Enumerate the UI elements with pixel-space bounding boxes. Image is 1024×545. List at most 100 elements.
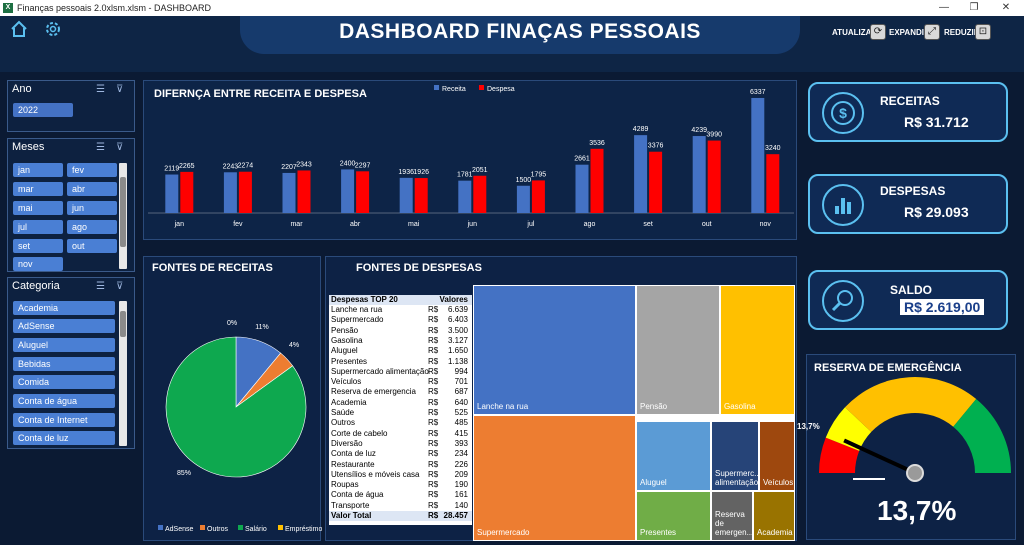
slicer-item-conta-internet[interactable]: Conta de Internet [13, 413, 115, 427]
treemap-label: Supermerc... alimentação [715, 469, 761, 487]
treemap-cell: Aluguel [636, 421, 711, 491]
expand-icon[interactable]: ⤢ [924, 24, 940, 40]
cell-currency: R$ [428, 346, 439, 356]
clear-filter-icon[interactable]: ⊽ [116, 281, 124, 292]
kpi-receitas-value: R$ 31.712 [904, 114, 969, 130]
slicer-item-jan[interactable]: jan [13, 163, 63, 177]
cell-label: Pensão [331, 325, 359, 335]
kpi-saldo-label: SALDO [890, 283, 932, 297]
pie-chart: FONTES DE RECEITAS 11% 4% 85% 0% AdSense Outro… [152, 262, 322, 533]
treemap-cell: Pensão [636, 285, 720, 415]
slicer-item-fev[interactable]: fev [67, 163, 117, 177]
pie-data-label: 11% [255, 324, 269, 331]
treemap-label: Supermercado [477, 528, 530, 537]
x-tick-label: jun [467, 221, 477, 228]
home-icon[interactable] [10, 20, 28, 38]
minimize-button[interactable]: — [939, 2, 949, 13]
x-tick-label: jan [174, 221, 184, 228]
clear-filter-icon[interactable]: ⊽ [116, 142, 124, 153]
slicer-scrollbar[interactable] [119, 301, 127, 446]
cell-label: Roupas [331, 480, 359, 490]
expenses-panel: FONTES DE DESPESAS Despesas TOP 20 Valore… [325, 256, 797, 541]
treemap-cell: Lanche na rua [473, 285, 636, 415]
multi-select-icon[interactable]: ☰ [96, 84, 105, 95]
slicer-item-bebidas[interactable]: Bebidas [13, 357, 115, 371]
cell-value: 6.403 [447, 315, 468, 325]
slicer-item-2022[interactable]: 2022 [13, 103, 73, 117]
slicer-item-jul[interactable]: jul [13, 220, 63, 234]
cell-value: 3.500 [447, 325, 468, 335]
cell-currency: R$ [428, 397, 439, 407]
pie-data-label: 85% [177, 470, 191, 477]
bar-receita-out [692, 136, 706, 213]
table-row: Lanche na rua R$ 6.639 [329, 305, 472, 315]
restore-button[interactable]: ❐ [969, 2, 979, 13]
slicer-item-jun[interactable]: jun [67, 201, 117, 215]
gauge-segment [825, 407, 872, 451]
cell-currency: R$ [428, 469, 439, 479]
slicer-item-aluguel[interactable]: Aluguel [13, 338, 115, 352]
slicer-item-academia[interactable]: Academia [13, 301, 115, 315]
treemap-label: Veículos [763, 478, 794, 487]
treemap-label: Presentes [640, 528, 677, 537]
x-tick-label: mar [290, 221, 303, 228]
legend-swatch-receita [434, 85, 439, 90]
cell-label: Restaurante [331, 459, 375, 469]
gauge-segment [953, 399, 1011, 473]
scrollbar-thumb[interactable] [120, 311, 126, 337]
table-row: Supermercado alimentação R$ 994 [329, 367, 472, 377]
cell-label: Supermercado [331, 315, 384, 325]
close-button[interactable]: ✕ [1001, 2, 1011, 13]
bar-chart-icon [822, 184, 864, 226]
clear-filter-icon[interactable]: ⊽ [116, 84, 124, 95]
cell-value: 701 [454, 377, 468, 387]
cell-value: Valores [439, 295, 468, 304]
slicer-scrollbar[interactable] [119, 163, 127, 269]
legend-swatch-empréstimo [278, 525, 283, 530]
kpi-saldo-value: R$ 2.619,00 [900, 299, 985, 315]
x-tick-label: mai [408, 221, 420, 228]
bar-despesa-mai [414, 178, 428, 213]
cell-currency: R$ [428, 428, 439, 438]
bar-value-label: 2207 [281, 164, 297, 171]
reduce-icon[interactable]: ⊡ [975, 24, 991, 40]
kpi-despesas-value: R$ 29.093 [904, 204, 969, 220]
table-row: Presentes R$ 1.138 [329, 357, 472, 367]
settings-gear-icon[interactable] [44, 20, 62, 38]
refresh-icon[interactable]: ⟳ [870, 24, 886, 40]
bar-value-label: 2051 [472, 167, 488, 174]
slicer-item-ago[interactable]: ago [67, 220, 117, 234]
scrollbar-thumb[interactable] [120, 177, 126, 247]
expandir-label: EXPANDIR [889, 28, 930, 37]
table-row: Pensão R$ 3.500 [329, 326, 472, 336]
slicer-item-nov[interactable]: nov [13, 257, 63, 271]
cell-label: Gasolina [331, 335, 363, 345]
slicer-item-comida[interactable]: Comida [13, 375, 115, 389]
slicer-item-out[interactable]: out [67, 239, 117, 253]
gauge-needle-label: 13,7% [797, 422, 820, 431]
cell-value: 3.127 [447, 335, 468, 345]
cell-value: 28.457 [443, 511, 468, 520]
slicer-item-conta-agua[interactable]: Conta de água [13, 394, 115, 408]
cell-value: 234 [454, 449, 468, 459]
x-tick-label: nov [760, 221, 772, 228]
window-title: Finanças pessoais 2.0xlsm.xlsm - DASHBOA… [17, 3, 212, 13]
multi-select-icon[interactable]: ☰ [96, 142, 105, 153]
bar-value-label: 4239 [691, 127, 707, 134]
gauge-hub [906, 464, 924, 482]
cell-value: 190 [454, 480, 468, 490]
bar-value-label: 2661 [574, 156, 590, 163]
table-header-row: Despesas TOP 20 Valores [329, 295, 472, 305]
slicer-item-set[interactable]: set [13, 239, 63, 253]
slicer-item-mar[interactable]: mar [13, 182, 63, 196]
slicer-item-abr[interactable]: abr [67, 182, 117, 196]
x-tick-label: fev [233, 221, 243, 228]
multi-select-icon[interactable]: ☰ [96, 281, 105, 292]
cell-currency: R$ [428, 366, 439, 376]
slicer-item-conta-luz[interactable]: Conta de luz [13, 431, 115, 445]
bar-despesa-abr [356, 171, 370, 213]
cell-value: 415 [454, 428, 468, 438]
cell-currency: R$ [428, 459, 439, 469]
slicer-item-adsense[interactable]: AdSense [13, 319, 115, 333]
slicer-item-mai[interactable]: mai [13, 201, 63, 215]
